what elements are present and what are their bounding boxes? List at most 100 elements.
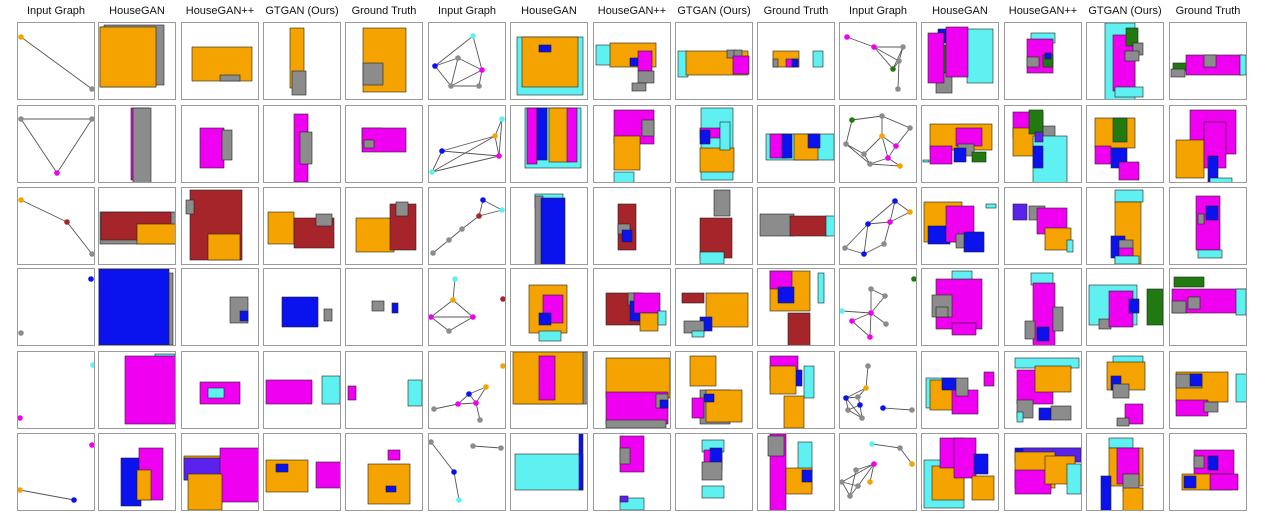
input-graph-r5-g1-svg bbox=[18, 362, 94, 421]
graph-node bbox=[470, 443, 476, 449]
ground-truth-layout-r4-g1-svg bbox=[371, 300, 399, 314]
housegan-pp-layout-r2-g3 bbox=[1004, 105, 1082, 183]
graph-node bbox=[456, 497, 462, 503]
gtgan-layout-r4-g2 bbox=[675, 268, 753, 346]
housegan-layout-r3-g1-svg bbox=[99, 211, 175, 245]
ground-truth-layout-r3-g3 bbox=[1169, 187, 1247, 265]
graph-edge bbox=[478, 209, 503, 217]
housegan-pp-layout-r4-g2 bbox=[593, 268, 671, 346]
col-header-ground-truth-1: Ground Truth bbox=[351, 5, 417, 17]
gtgan-layout-r2-g2-svg bbox=[699, 107, 735, 181]
room-box bbox=[371, 300, 385, 312]
room-box bbox=[1066, 463, 1081, 495]
room-box bbox=[705, 292, 749, 328]
graph-edge bbox=[431, 150, 443, 173]
room-box bbox=[605, 357, 670, 399]
housegan-layout-r5-g3 bbox=[921, 351, 999, 429]
input-graph-r5-g1 bbox=[17, 351, 95, 429]
gtgan-layout-r6-g3 bbox=[1086, 433, 1164, 511]
graph-edge bbox=[869, 163, 901, 167]
housegan-pp-layout-r2-g1-svg bbox=[199, 127, 233, 169]
room-box bbox=[1146, 288, 1163, 326]
graph-node bbox=[847, 493, 853, 499]
graph-edge bbox=[441, 150, 500, 157]
ground-truth-layout-r1-g2 bbox=[757, 22, 835, 100]
housegan-pp-layout-r3-g2-svg bbox=[617, 203, 637, 251]
col-header-input-graph-3: Input Graph bbox=[848, 5, 908, 17]
gtgan-layout-r5-g2-svg bbox=[689, 355, 743, 425]
room-box bbox=[1112, 383, 1130, 399]
room-box bbox=[759, 213, 795, 237]
room-box bbox=[136, 223, 175, 245]
room-box bbox=[1125, 27, 1139, 47]
room-box bbox=[699, 217, 733, 259]
graph-node bbox=[855, 394, 861, 400]
ground-truth-layout-r5-g3 bbox=[1169, 351, 1247, 429]
graph-edge bbox=[430, 441, 455, 473]
input-graph-r5-g2-svg bbox=[431, 363, 505, 423]
graph-edge bbox=[461, 215, 480, 230]
housegan-layout-r3-g1 bbox=[98, 187, 176, 265]
room-box bbox=[701, 461, 723, 481]
room-box bbox=[99, 26, 157, 88]
graph-edge bbox=[846, 36, 875, 48]
graph-edge bbox=[855, 463, 875, 471]
graph-edge bbox=[434, 35, 474, 67]
graph-node bbox=[900, 44, 906, 50]
housegan-layout-r2-g1-svg bbox=[130, 107, 152, 182]
ground-truth-layout-r4-g3 bbox=[1169, 268, 1247, 346]
room-box bbox=[817, 272, 825, 304]
graph-node bbox=[840, 479, 845, 485]
room-box bbox=[621, 229, 633, 243]
housegan-layout-r5-g1-svg bbox=[124, 353, 175, 425]
graph-node bbox=[470, 33, 476, 39]
room-box bbox=[595, 44, 613, 66]
column-header-bar: Input Graph HouseGAN HouseGAN++ GTGAN (O… bbox=[0, 0, 1265, 22]
room-box bbox=[291, 70, 307, 96]
room-box bbox=[1235, 288, 1246, 316]
room-box bbox=[787, 312, 811, 345]
room-box bbox=[538, 330, 562, 342]
input-graph-r1-g3-svg bbox=[844, 34, 906, 92]
room-box bbox=[777, 286, 795, 304]
graph-edge bbox=[20, 118, 58, 174]
graph-edge bbox=[867, 200, 896, 225]
input-graph-r6-g3-svg bbox=[840, 441, 915, 499]
graph-node bbox=[865, 363, 871, 369]
input-graph-r1-g2-svg bbox=[432, 33, 485, 89]
room-box bbox=[207, 233, 241, 261]
housegan-pp-layout-r4-g1-svg bbox=[229, 296, 249, 324]
graph-node bbox=[882, 293, 888, 299]
input-graph-r4-g1-svg bbox=[18, 276, 94, 336]
room-box bbox=[1012, 203, 1028, 221]
room-box bbox=[199, 127, 225, 169]
graph-node bbox=[859, 415, 865, 421]
gtgan-layout-r3-g1 bbox=[263, 187, 341, 265]
room-box bbox=[1124, 403, 1144, 425]
graph-node bbox=[897, 163, 903, 169]
graph-edge bbox=[873, 46, 894, 70]
housegan-layout-r6-g3-svg bbox=[923, 437, 995, 509]
room-box bbox=[1066, 239, 1074, 253]
housegan-layout-r6-g1 bbox=[98, 433, 176, 511]
ground-truth-layout-r5-g2 bbox=[757, 351, 835, 429]
graph-edge bbox=[863, 223, 869, 255]
graph-node bbox=[911, 276, 916, 282]
ground-truth-layout-r2-g1-svg bbox=[361, 127, 407, 153]
graph-node bbox=[890, 66, 896, 72]
graph-node bbox=[879, 113, 885, 119]
gtgan-layout-r3-g1-svg bbox=[267, 211, 335, 249]
room-box bbox=[387, 449, 401, 461]
graph-node bbox=[483, 384, 489, 390]
housegan-layout-r4-g2 bbox=[510, 268, 588, 346]
housegan-pp-layout-r2-g1 bbox=[181, 105, 259, 183]
col-header-housegan-3: HouseGAN bbox=[932, 5, 988, 17]
graph-edge bbox=[433, 403, 459, 410]
housegan-pp-layout-r4-g2-svg bbox=[605, 292, 667, 332]
graph-node bbox=[909, 461, 915, 467]
graph-edge bbox=[430, 316, 450, 332]
input-graph-r1-g1-svg bbox=[18, 34, 94, 92]
room-box bbox=[1175, 139, 1205, 179]
room-box bbox=[1183, 475, 1197, 489]
room-box bbox=[1235, 373, 1246, 403]
